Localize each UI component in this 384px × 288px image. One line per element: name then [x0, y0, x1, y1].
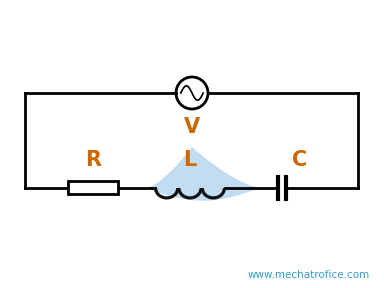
- Polygon shape: [148, 148, 258, 200]
- Text: L: L: [184, 150, 197, 170]
- Text: C: C: [292, 150, 308, 170]
- Text: R: R: [85, 150, 101, 170]
- Text: V: V: [184, 117, 200, 137]
- Text: www.mechatrofice.com: www.mechatrofice.com: [248, 270, 370, 280]
- Bar: [68, 181, 118, 194]
